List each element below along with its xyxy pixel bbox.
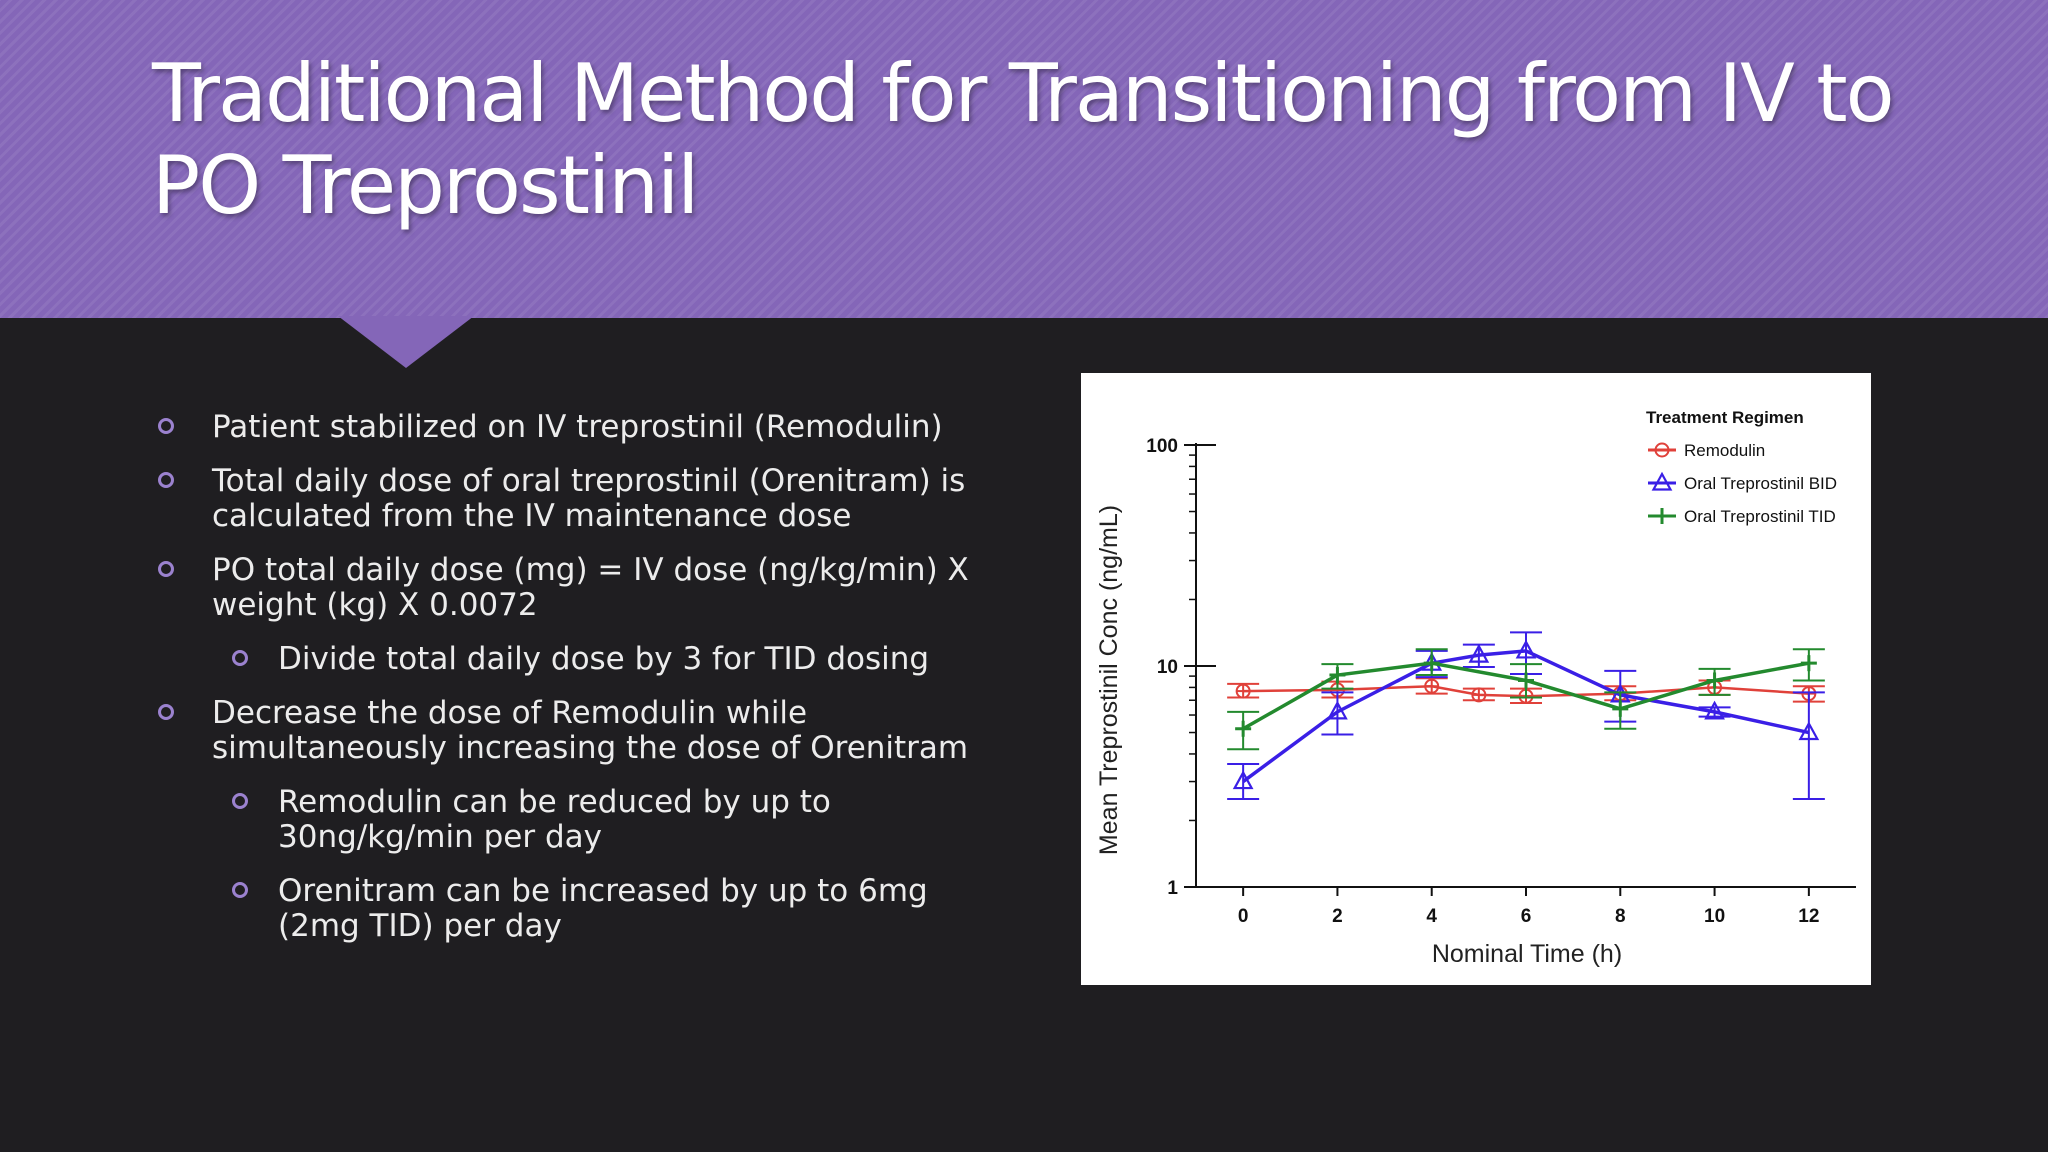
- slide-title: Traditional Method for Transitioning fro…: [152, 47, 1895, 232]
- x-tick-label: 4: [1426, 906, 1437, 927]
- data-point: [1232, 770, 1254, 790]
- legend: Treatment Regimen Remodulin Oral Treprosti…: [1646, 408, 1837, 526]
- data-point: [1704, 700, 1725, 720]
- bullet-text: Orenitram can be increased by up to 6mg …: [278, 873, 928, 944]
- data-point: [1515, 639, 1537, 659]
- data-point: [1468, 643, 1490, 663]
- x-tick-label: 10: [1704, 906, 1725, 927]
- series-line: [1242, 649, 1810, 783]
- bullet-marker-icon: [232, 650, 248, 666]
- y-axis-label: Mean Treprostinil Conc (ng/mL): [1095, 505, 1123, 855]
- sub-bullet-item: Orenitram can be increased by up to 6mg …: [152, 874, 1012, 944]
- x-tick-label: 0: [1238, 906, 1249, 927]
- bullet-marker-icon: [158, 418, 174, 434]
- bullet-marker-icon: [158, 472, 174, 488]
- sub-bullet-item: Divide total daily dose by 3 for TID dos…: [152, 642, 1012, 677]
- bullet-text: Remodulin can be reduced by up to 30ng/k…: [278, 784, 831, 855]
- bullet-text: Patient stabilized on IV treprostinil (R…: [212, 409, 943, 445]
- y-tick-label: 10: [1157, 657, 1178, 678]
- bullet-marker-icon: [232, 882, 248, 898]
- legend-label: Remodulin: [1684, 441, 1765, 460]
- series-layer: [1227, 631, 1825, 801]
- x-tick-label: 8: [1615, 906, 1626, 927]
- legend-item: Oral Treprostinil BID: [1648, 471, 1837, 493]
- chart-svg: 1 10 100 0 2 4 6 8 10 12 Treatment Regimen Remodul…: [1095, 408, 1856, 968]
- x-axis-label: Nominal Time (h): [1432, 940, 1622, 968]
- axes: 1 10 100 0 2 4 6 8 10 12: [1146, 436, 1856, 927]
- x-tick-label: 6: [1521, 906, 1532, 927]
- legend-label: Oral Treprostinil BID: [1684, 474, 1837, 493]
- bullet-marker-icon: [158, 561, 174, 577]
- bullet-item: Decrease the dose of Remodulin while sim…: [152, 696, 1012, 766]
- bullet-text: Total daily dose of oral treprostinil (O…: [212, 463, 966, 534]
- sub-bullet-item: Remodulin can be reduced by up to 30ng/k…: [152, 785, 1012, 855]
- y-tick-label: 1: [1167, 878, 1178, 899]
- bullet-text: PO total daily dose (mg) = IV dose (ng/k…: [212, 552, 969, 623]
- x-tick-label: 2: [1332, 906, 1343, 927]
- bullet-item: Total daily dose of oral treprostinil (O…: [152, 464, 1012, 534]
- bullet-item: Patient stabilized on IV treprostinil (R…: [152, 410, 1012, 445]
- bullet-text: Divide total daily dose by 3 for TID dos…: [278, 641, 930, 677]
- data-point: [1651, 471, 1673, 491]
- bullet-item: PO total daily dose (mg) = IV dose (ng/k…: [152, 553, 1012, 623]
- data-point: [1798, 721, 1820, 741]
- y-tick-label: 100: [1146, 436, 1178, 457]
- legend-item: Oral Treprostinil TID: [1648, 507, 1836, 526]
- bullet-text: Decrease the dose of Remodulin while sim…: [212, 695, 969, 766]
- series-1: [1227, 631, 1825, 801]
- bullet-marker-icon: [158, 704, 174, 720]
- pk-chart: 1 10 100 0 2 4 6 8 10 12 Treatment Regimen Remodul…: [1081, 373, 1871, 985]
- x-tick-label: 12: [1798, 906, 1819, 927]
- legend-title: Treatment Regimen: [1646, 408, 1804, 427]
- title-banner: [0, 0, 2048, 318]
- data-point: [1327, 700, 1348, 720]
- bullet-list: Patient stabilized on IV treprostinil (R…: [152, 410, 1012, 963]
- bullet-marker-icon: [232, 793, 248, 809]
- legend-item: Remodulin: [1648, 441, 1765, 460]
- series-2: [1227, 648, 1825, 751]
- banner-notch: [338, 316, 474, 368]
- legend-label: Oral Treprostinil TID: [1684, 507, 1836, 526]
